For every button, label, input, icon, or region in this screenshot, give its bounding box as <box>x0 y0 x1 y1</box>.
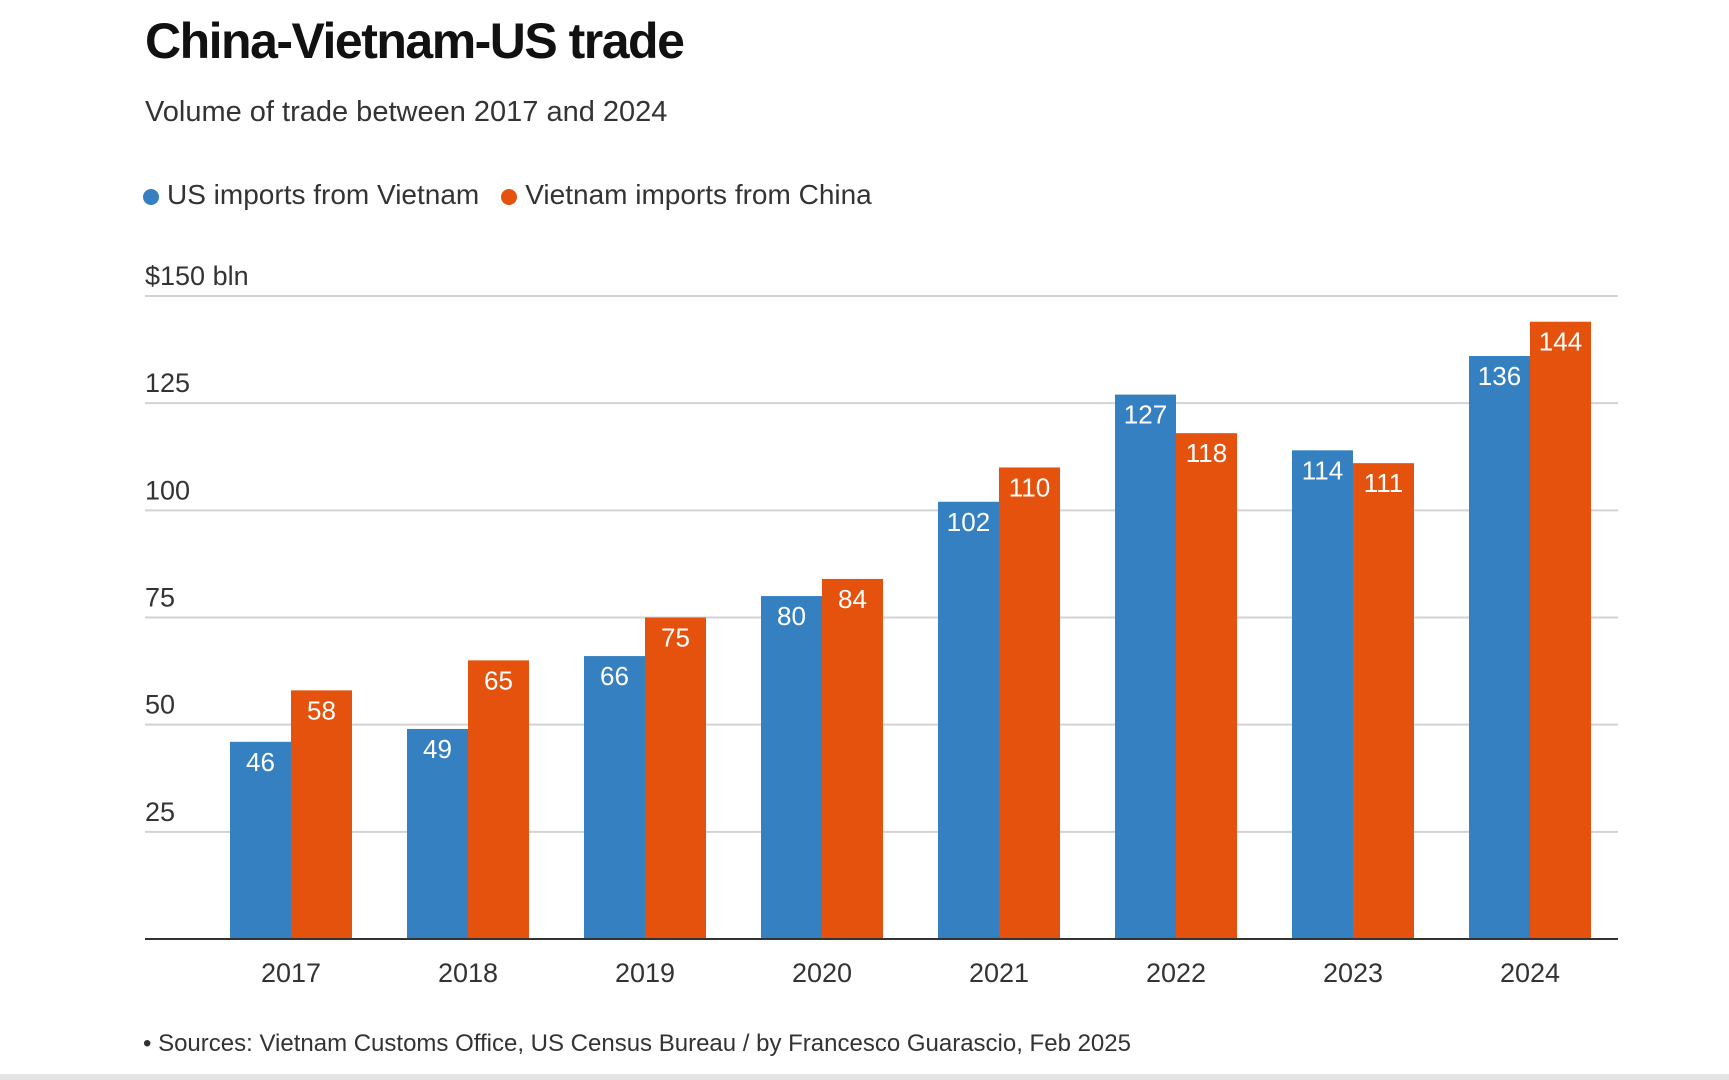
chart-title: China-Vietnam-US trade <box>145 13 685 69</box>
data-label: 66 <box>600 661 629 691</box>
x-tick-label: 2022 <box>1146 958 1206 988</box>
x-tick-label: 2019 <box>615 958 675 988</box>
data-label: 75 <box>661 623 690 653</box>
x-tick-label: 2018 <box>438 958 498 988</box>
data-label: 111 <box>1364 468 1404 498</box>
data-label: 102 <box>947 507 990 537</box>
legend-item-us: US imports from Vietnam <box>143 179 479 211</box>
data-label: 65 <box>484 665 513 695</box>
bar-vietnam-imports <box>468 660 529 939</box>
x-tick-label: 2021 <box>969 958 1029 988</box>
y-tick-label: 75 <box>145 583 175 613</box>
data-label: 144 <box>1539 327 1582 357</box>
legend-swatch-us <box>143 189 159 205</box>
bar-vietnam-imports <box>822 578 883 939</box>
x-tick-label: 2020 <box>792 958 852 988</box>
y-tick-label: 125 <box>145 368 190 398</box>
y-tick-label: 100 <box>145 475 190 505</box>
data-label: 136 <box>1478 361 1521 391</box>
data-label: 114 <box>1302 455 1343 485</box>
data-label: 80 <box>777 601 806 631</box>
bar-us-imports <box>1292 450 1353 939</box>
data-label: 46 <box>246 747 275 777</box>
y-tick-label: 25 <box>145 797 175 827</box>
source-note: • Sources: Vietnam Customs Office, US Ce… <box>143 1030 1131 1057</box>
y-tick-label: 50 <box>145 690 175 720</box>
data-label: 84 <box>838 584 867 614</box>
bottom-rule <box>0 1074 1729 1080</box>
legend-label-us: US imports from Vietnam <box>167 179 480 210</box>
chart-legend: US imports from Vietnam Vietnam imports … <box>143 178 894 212</box>
x-tick-label: 2024 <box>1500 958 1560 988</box>
bar-us-imports <box>938 501 999 939</box>
chart-subtitle: Volume of trade between 2017 and 2024 <box>145 96 668 128</box>
legend-swatch-china <box>501 189 518 205</box>
data-label: 58 <box>307 695 336 725</box>
bar-us-imports <box>230 741 291 939</box>
data-label: 110 <box>1009 472 1050 502</box>
bar-vietnam-imports <box>645 617 706 939</box>
x-tick-label: 2017 <box>261 958 321 988</box>
bar-vietnam-imports <box>999 467 1060 939</box>
bar-vietnam-imports <box>291 690 352 939</box>
data-label: 49 <box>423 734 452 764</box>
data-label: 127 <box>1124 400 1167 430</box>
legend-item-china: Vietnam imports from China <box>501 179 872 211</box>
data-label: 118 <box>1186 438 1227 468</box>
bar-us-imports <box>1469 356 1530 940</box>
bar-vietnam-imports <box>1530 321 1591 940</box>
bar-us-imports <box>761 596 822 939</box>
bar-us-imports <box>1115 394 1176 939</box>
y-tick-label: $150 bln <box>145 261 249 291</box>
legend-label-china: Vietnam imports from China <box>525 179 872 210</box>
bar-vietnam-imports <box>1176 433 1237 939</box>
bar-vietnam-imports <box>1353 463 1414 939</box>
bar-us-imports <box>584 656 645 939</box>
bar-us-imports <box>407 728 468 939</box>
x-tick-label: 2023 <box>1323 958 1383 988</box>
